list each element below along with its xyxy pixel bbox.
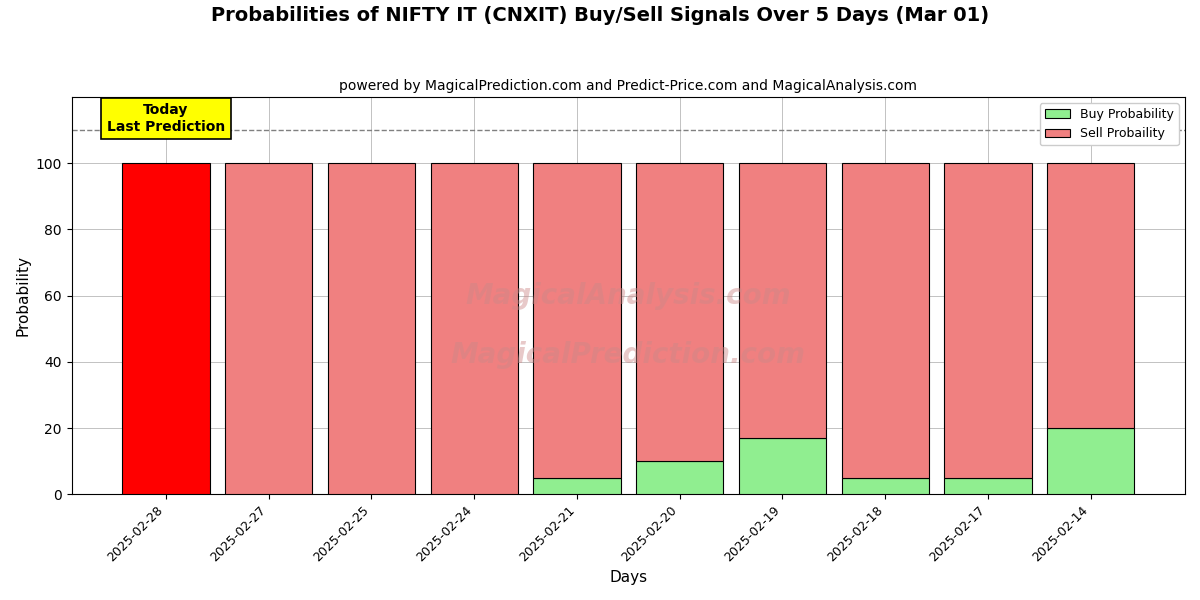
Bar (636, 163, 724, 461)
Bar (636, 461, 724, 494)
Bar (533, 478, 620, 494)
Text: MagicalPrediction.com: MagicalPrediction.com (451, 341, 806, 369)
Bar (431, 163, 518, 494)
Text: Probabilities of NIFTY IT (CNXIT) Buy/Sell Signals Over 5 Days (Mar 01): Probabilities of NIFTY IT (CNXIT) Buy/Se… (211, 6, 989, 25)
Text: MagicalAnalysis.com: MagicalAnalysis.com (466, 281, 791, 310)
Text: Today
Last Prediction: Today Last Prediction (107, 103, 226, 134)
Bar (1048, 163, 1134, 428)
Bar (944, 163, 1032, 478)
Title: powered by MagicalPrediction.com and Predict-Price.com and MagicalAnalysis.com: powered by MagicalPrediction.com and Pre… (340, 79, 917, 93)
Bar (841, 163, 929, 478)
Bar (226, 163, 312, 494)
Legend: Buy Probability, Sell Probaility: Buy Probability, Sell Probaility (1040, 103, 1178, 145)
X-axis label: Days: Days (610, 570, 647, 585)
Y-axis label: Probability: Probability (16, 255, 30, 336)
Bar (328, 163, 415, 494)
Bar (944, 478, 1032, 494)
Bar (739, 163, 826, 438)
Bar (739, 438, 826, 494)
Bar (841, 478, 929, 494)
Bar (122, 163, 210, 494)
Bar (533, 163, 620, 478)
Bar (1048, 428, 1134, 494)
